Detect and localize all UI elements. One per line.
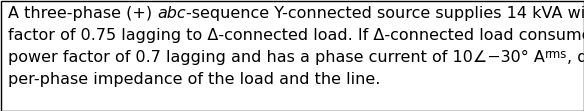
Text: , determine the: , determine the	[567, 50, 584, 65]
Text: factor of 0.75 lagging to Δ-connected load. If Δ-connected load consumes 12 kVA : factor of 0.75 lagging to Δ-connected lo…	[8, 28, 584, 43]
Text: -sequence Y-connected source supplies 14 kVA with a power: -sequence Y-connected source supplies 14…	[186, 6, 584, 21]
Text: rms: rms	[545, 48, 567, 61]
Text: per-phase impedance of the load and the line.: per-phase impedance of the load and the …	[8, 72, 380, 87]
Text: abc: abc	[157, 6, 186, 21]
Text: power factor of 0.7 lagging and has a phase current of 10∠−30° A: power factor of 0.7 lagging and has a ph…	[8, 50, 545, 65]
Text: A three-phase (+): A three-phase (+)	[8, 6, 157, 21]
